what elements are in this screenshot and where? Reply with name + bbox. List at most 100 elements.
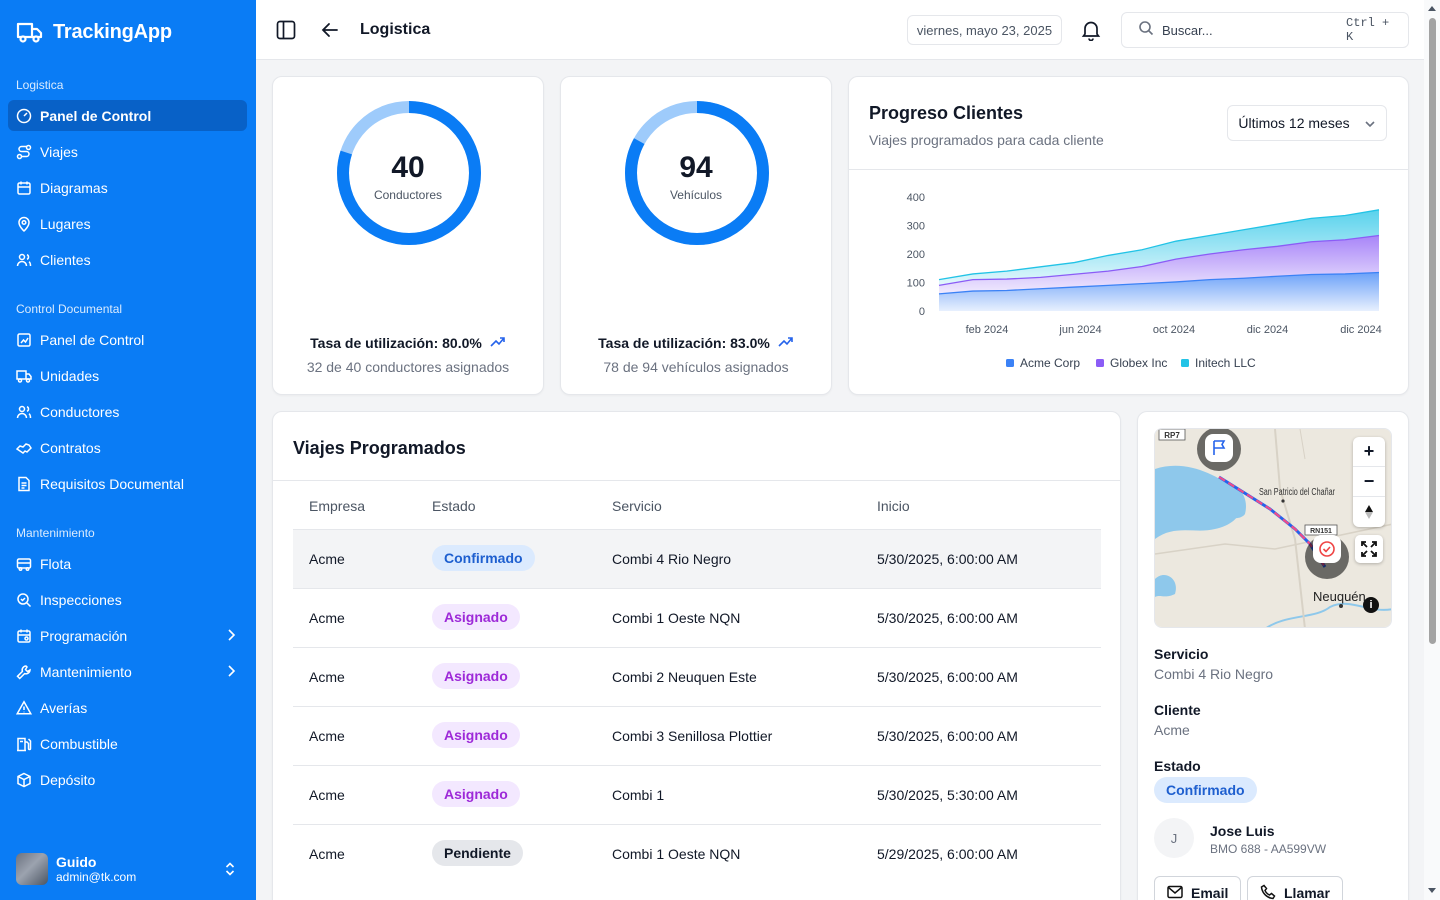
area-series-0 [939, 272, 1379, 311]
package-icon [16, 772, 32, 788]
table-row[interactable]: Acme Asignado Combi 2 Neuquen Este 5/30/… [293, 647, 1101, 706]
fullscreen-button[interactable] [1355, 535, 1383, 563]
top-header: Logistica viernes, mayo 23, 2025 Ctrl + … [256, 0, 1424, 60]
chart-card-progreso-clientes: Progreso Clientes Viajes programados par… [848, 76, 1409, 395]
date-display: viernes, mayo 23, 2025 [907, 15, 1062, 45]
utilization-sub: 32 de 40 conductores asignados [306, 359, 510, 375]
column-header-servicio[interactable]: Servicio [612, 498, 662, 514]
scroll-down-arrow-icon[interactable] [1428, 888, 1436, 893]
cell-servicio: Combi 3 Senillosa Plottier [612, 728, 773, 744]
wrench-icon [16, 664, 32, 680]
bell-icon[interactable] [1080, 19, 1102, 46]
sidebar-item-mantenimiento[interactable]: Mantenimiento [8, 656, 247, 687]
sidebar-item-flota[interactable]: Flota [8, 548, 247, 579]
column-header-estado[interactable]: Estado [432, 498, 476, 514]
utilization-rate: Tasa de utilización: 80.0% [273, 335, 543, 351]
destination-icon [1319, 541, 1335, 557]
email-button[interactable]: Email [1154, 876, 1242, 900]
sidebar-item-lugares[interactable]: Lugares [8, 208, 247, 239]
sidebar-item-requisitos-documental[interactable]: Requisitos Documental [8, 468, 247, 499]
section-label-control-documental: Control Documental [16, 302, 123, 316]
sidebar-item-contratos[interactable]: Contratos [8, 432, 247, 463]
handshake-icon [16, 440, 32, 456]
sidebar-item-label: Depósito [40, 771, 96, 788]
table-row[interactable]: Acme Asignado Combi 3 Senillosa Plottier… [293, 706, 1101, 765]
back-arrow-icon[interactable] [320, 20, 340, 40]
cliente-label: Cliente [1154, 702, 1201, 718]
chevron-right-icon [225, 628, 237, 645]
sidebar-item-averias[interactable]: Averías [8, 692, 247, 723]
status-badge: Asignado [432, 604, 520, 630]
x-tick-label: oct 2024 [1153, 324, 1195, 336]
legend-swatch [1006, 359, 1014, 367]
sidebar-item-panel-de-control[interactable]: Panel de Control [8, 100, 247, 131]
map-attribution-info[interactable]: i [1363, 597, 1379, 613]
search-box[interactable]: Ctrl + K [1121, 12, 1409, 48]
table-row[interactable]: Acme Asignado Combi 1 5/30/2025, 5:30:00… [293, 765, 1101, 824]
chevron-down-icon [1364, 115, 1376, 131]
cell-inicio: 5/30/2025, 5:30:00 AM [877, 787, 1018, 803]
legend-swatch [1181, 359, 1189, 367]
sidebar-item-programacion[interactable]: Programación [8, 620, 247, 651]
compass-button[interactable] [1353, 497, 1385, 527]
status-badge: Asignado [432, 781, 520, 807]
cell-empresa: Acme [309, 728, 345, 744]
fullscreen-icon [1361, 541, 1377, 557]
zoom-in-button[interactable]: + [1353, 437, 1385, 467]
search-input[interactable] [1162, 22, 1338, 38]
zoom-out-button[interactable]: − [1353, 467, 1385, 497]
bus-icon [16, 556, 32, 572]
search-check-icon [16, 592, 32, 608]
sidebar-item-diagramas[interactable]: Diagramas [8, 172, 247, 203]
table-row[interactable]: Acme Asignado Combi 1 Oeste NQN 5/30/202… [293, 588, 1101, 647]
mail-icon [1167, 885, 1183, 900]
map-label-town: San Patricio del Chañar [1259, 487, 1335, 498]
sidebar-toggle-icon[interactable] [276, 20, 296, 40]
user-email: admin@tk.com [56, 870, 137, 884]
sidebar-item-conductores[interactable]: Conductores [8, 396, 247, 427]
utilization-text: Tasa de utilización: 80.0% [310, 335, 482, 351]
cell-inicio: 5/30/2025, 6:00:00 AM [877, 610, 1018, 626]
trip-detail-card: RP7 RN151 San Patricio del Chañar Neuqué… [1137, 411, 1409, 900]
y-tick-label: 100 [907, 278, 925, 290]
table-row[interactable]: Acme Pendiente Combi 1 Oeste NQN 5/29/20… [293, 824, 1101, 883]
status-badge: Asignado [432, 663, 520, 689]
user-menu[interactable]: Guido admin@tk.com [16, 852, 240, 886]
sidebar-item-unidades[interactable]: Unidades [8, 360, 247, 391]
cell-empresa: Acme [309, 787, 345, 803]
chevron-right-icon [225, 664, 237, 681]
sidebar-item-inspecciones[interactable]: Inspecciones [8, 584, 247, 615]
fuel-icon [16, 736, 32, 752]
column-header-inicio[interactable]: Inicio [877, 498, 910, 514]
page-scrollbar[interactable] [1424, 0, 1440, 900]
column-header-empresa[interactable]: Empresa [309, 498, 366, 514]
sidebar-item-label: Unidades [40, 367, 100, 384]
status-badge: Asignado [432, 722, 520, 748]
legend-label: Globex Inc [1110, 356, 1167, 370]
sidebar-item-viajes[interactable]: Viajes [8, 136, 247, 167]
sidebar-item-deposito[interactable]: Depósito [8, 764, 247, 795]
x-tick-label: dic 2024 [1340, 324, 1382, 336]
sidebar-item-panel-documental[interactable]: Panel de Control [8, 324, 247, 355]
scroll-up-arrow-icon[interactable] [1428, 6, 1436, 11]
sidebar-item-clientes[interactable]: Clientes [8, 244, 247, 275]
cell-servicio: Combi 1 Oeste NQN [612, 610, 741, 626]
avatar [16, 853, 48, 885]
calendar-cog-icon [16, 628, 32, 644]
time-range-select[interactable]: Últimos 12 meses [1227, 105, 1387, 141]
route-icon [16, 144, 32, 160]
alert-triangle-icon [16, 699, 32, 716]
call-button[interactable]: Llamar [1247, 876, 1343, 900]
route-map[interactable]: RP7 RN151 San Patricio del Chañar Neuqué… [1154, 428, 1392, 628]
cliente-value: Acme [1154, 722, 1190, 738]
flag-icon [1213, 440, 1226, 455]
cell-inicio: 5/30/2025, 6:00:00 AM [877, 669, 1018, 685]
y-tick-label: 400 [907, 192, 925, 204]
map-label-road-2: RN151 [1310, 528, 1332, 535]
sidebar-item-label: Requisitos Documental [40, 475, 184, 492]
scroll-thumb[interactable] [1429, 18, 1436, 644]
sidebar-item-combustible[interactable]: Combustible [8, 728, 247, 759]
sidebar-item-label: Conductores [40, 403, 120, 420]
brand[interactable]: TrackingApp [16, 18, 172, 46]
table-row[interactable]: Acme Confirmado Combi 4 Rio Negro 5/30/2… [293, 529, 1101, 588]
